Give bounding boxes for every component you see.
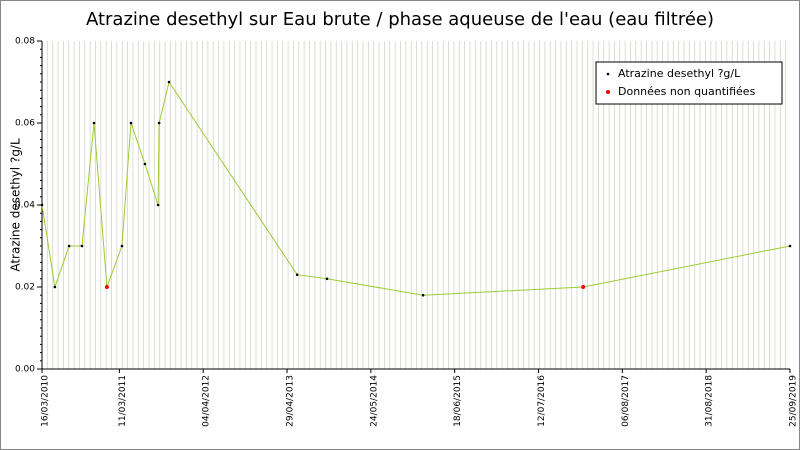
y-tick-label: 0.06 [15, 119, 35, 129]
point [581, 285, 586, 289]
x-tick-label: 12/07/2016 [537, 375, 547, 427]
x-tick-label: 29/04/2013 [286, 375, 296, 427]
legend-marker [606, 72, 610, 76]
x-tick-label: 06/08/2017 [621, 375, 631, 427]
x-tick-label: 31/08/2018 [705, 375, 715, 427]
point [788, 244, 792, 248]
legend-marker [606, 90, 610, 94]
y-tick-label: 0.08 [15, 37, 35, 47]
x-tick-label: 25/09/2019 [789, 375, 799, 427]
chart-title: Atrazine desethyl sur Eau brute / phase … [86, 9, 714, 30]
legend-label: Données non quantifiées [618, 85, 756, 98]
point [120, 244, 124, 248]
legend-label: Atrazine desethyl ?g/L [618, 67, 741, 80]
legend-box [595, 61, 783, 105]
x-tick-label: 11/03/2011 [118, 375, 128, 427]
x-tick-label: 24/05/2014 [369, 375, 379, 427]
x-tick-label: 16/03/2010 [41, 375, 51, 427]
point [157, 121, 161, 125]
y-tick-label: 0.00 [15, 365, 35, 375]
point [53, 285, 57, 289]
point [129, 121, 133, 125]
point [421, 293, 425, 297]
point [67, 244, 71, 248]
point [143, 162, 147, 166]
point [92, 121, 96, 125]
y-tick-label: 0.04 [15, 201, 35, 211]
x-tick-label: 18/06/2015 [453, 375, 463, 427]
x-tick-label: 04/04/2012 [202, 375, 212, 427]
point [156, 203, 160, 207]
point [167, 80, 171, 84]
point [40, 203, 44, 207]
point [325, 277, 329, 281]
y-tick-label: 0.02 [15, 283, 35, 293]
point [80, 244, 84, 248]
point [104, 285, 109, 289]
point [295, 273, 299, 277]
y-axis-label: Atrazine desethyl ?g/L [9, 138, 23, 272]
